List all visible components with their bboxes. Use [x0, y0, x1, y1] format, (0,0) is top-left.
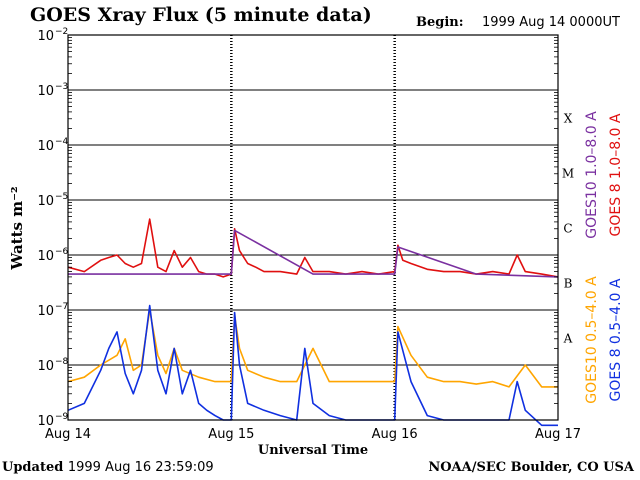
y-tick-exponent: −3: [55, 82, 68, 92]
legend: GOES10 1.0–8.0 A GOES 8 1.0–8.0 A GOES10 0…: [584, 111, 624, 404]
y-tick-label: 10: [37, 304, 54, 319]
y-tick-exponent: −8: [55, 357, 69, 367]
plot-frame: [67, 34, 559, 421]
y-tick-label: 10: [37, 249, 54, 264]
x-tick-label: Aug 16: [372, 427, 418, 442]
y-tick-label: 10: [37, 194, 54, 209]
series-line-goes10-0-5-4-0-a: [67, 309, 558, 388]
begin-label: Begin:: [416, 15, 464, 30]
flare-class-label: C: [563, 222, 572, 236]
series-line-goes10-1-0-8-0-a: [68, 229, 559, 278]
begin-value: 1999 Aug 14 0000UT: [482, 15, 620, 30]
flare-class-label: M: [562, 167, 574, 181]
x-tick-label: Aug 14: [45, 427, 91, 442]
x-tick-label: Aug 15: [208, 427, 254, 442]
y-tick-label: 10: [37, 29, 54, 44]
updated-value: 1999 Aug 16 23:59:09: [67, 460, 214, 475]
y-tick-exponent: −2: [55, 27, 68, 37]
y-tick-exponent: −6: [55, 247, 69, 257]
series-line-goes-8-1-0-8-0-a: [67, 218, 559, 278]
legend-entry: GOES 8 1.0–8.0 A: [608, 113, 624, 236]
flare-class-label: A: [563, 332, 573, 346]
y-tick-label: 10: [37, 139, 54, 154]
credit-footer: NOAA/SEC Boulder, CO USA: [428, 460, 634, 475]
y-axis-label: Watts m⁻²: [8, 186, 26, 270]
x-axis-label: Universal Time: [258, 443, 368, 458]
x-tick-label: Aug 17: [535, 427, 581, 442]
y-tick-exponent: −9: [55, 412, 69, 422]
updated-label: Updated: [2, 460, 64, 475]
flare-class-labels: A B C M X: [562, 112, 574, 346]
y-tick-exponent: −4: [55, 137, 69, 147]
y-tick-label: 10: [37, 359, 54, 374]
legend-entry: GOES10 1.0–8.0 A: [584, 111, 600, 239]
y-tick-label: 10: [37, 414, 54, 429]
legend-entry: GOES 8 0.5–4.0 A: [608, 278, 624, 401]
y-tick-exponent: −5: [55, 192, 68, 202]
series-layer: [67, 218, 559, 427]
y-tick-label: 10: [37, 84, 54, 99]
chart-title: GOES Xray Flux (5 minute data): [30, 4, 372, 26]
updated-footer: Updated 1999 Aug 16 23:59:09: [2, 460, 214, 475]
y-tick-exponent: −7: [55, 302, 68, 312]
legend-entry: GOES10 0.5–4.0 A: [584, 276, 600, 404]
flare-class-label: X: [564, 112, 573, 126]
flare-class-label: B: [564, 277, 573, 291]
